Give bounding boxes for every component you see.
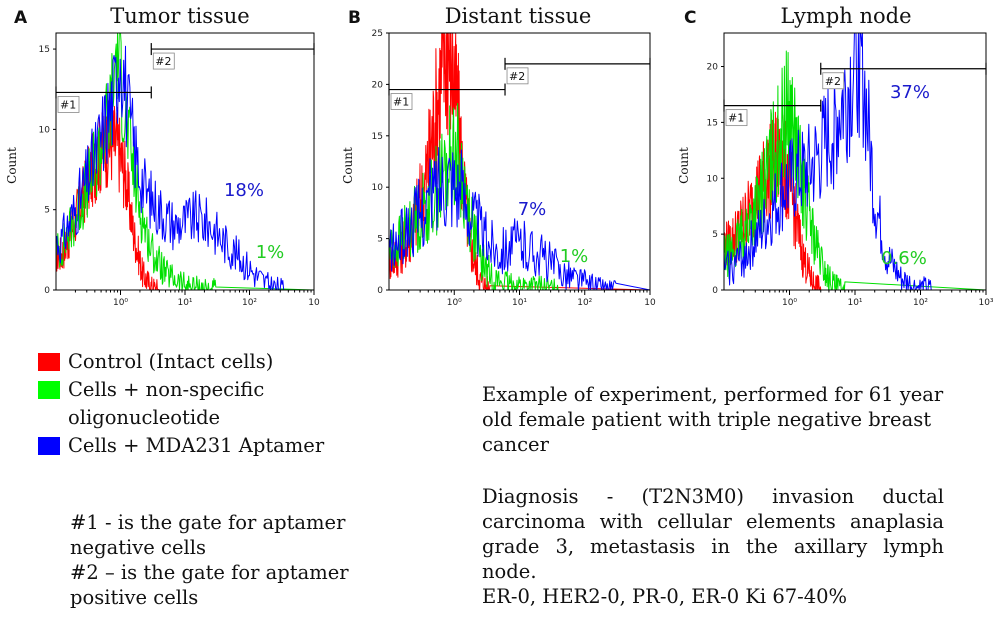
- legend-swatch-red: [38, 353, 60, 371]
- gate-label: #1: [728, 112, 744, 125]
- legend: Control (Intact cells) Cells + non-speci…: [38, 348, 368, 460]
- panel-title: Lymph node: [780, 4, 911, 28]
- gate-label-box: [152, 52, 175, 70]
- x-tick-label: 10²: [242, 298, 257, 308]
- x-tick-label: 10⁰: [113, 298, 128, 308]
- x-tick-label: 10²: [577, 298, 592, 308]
- x-tick-label: 10²: [913, 298, 928, 308]
- y-axis-label: Count: [341, 147, 355, 184]
- experiment-note: Example of experiment, performed for 61 …: [482, 383, 944, 456]
- y-tick-label: 0: [44, 286, 50, 296]
- legend-swatch-blue: [38, 437, 60, 455]
- histogram-lymph-node: C Lymph node Count 0 5 10 15 20 10⁰ 10¹ 10² 10³ #1 #2…: [677, 4, 994, 308]
- panel-letter: B: [348, 8, 361, 28]
- panel-title: Distant tissue: [445, 4, 592, 28]
- gate-label: #1: [393, 96, 409, 109]
- percent-annotation: 37%: [890, 82, 930, 103]
- percent-annotation: 0.6%: [881, 248, 927, 269]
- percent-annotation: 1%: [560, 246, 589, 267]
- x-tick-label: 10: [644, 298, 656, 308]
- gate-label: #2: [509, 70, 525, 83]
- percent-annotation: 18%: [224, 180, 264, 201]
- legend-label: Cells + MDA231 Aptamer: [68, 434, 325, 457]
- series-line: [55, 45, 314, 291]
- y-tick-label: 15: [39, 45, 50, 55]
- y-tick-label: 10: [372, 183, 384, 193]
- y-tick-label: 20: [707, 63, 719, 73]
- series-line: [388, 32, 651, 291]
- legend-label: Control (Intact cells): [68, 350, 274, 373]
- legend-label: Cells + non-specific oligonucleotide: [68, 378, 265, 429]
- legend-item-aptamer: Cells + MDA231 Aptamer: [38, 432, 368, 460]
- histogram-tumor-tissue: A Tumor tissue Count 0 5 10 15 10⁰ 10¹ 10² 10 #1 #2 1…: [5, 4, 320, 308]
- series-line: [388, 147, 651, 291]
- gate-label-box: [725, 109, 748, 127]
- gate-label-box: [57, 96, 80, 113]
- y-axis-label: Count: [5, 147, 19, 184]
- x-tick-label: 10¹: [512, 298, 527, 308]
- gate-label: #2: [825, 75, 841, 88]
- gate1-note: #1 - is the gate for aptamer negative ce…: [70, 511, 346, 559]
- y-tick-label: 15: [707, 118, 718, 128]
- y-tick-label: 0: [712, 286, 718, 296]
- y-tick-label: 10: [39, 125, 51, 135]
- panel-title: Tumor tissue: [110, 4, 249, 28]
- panel-c: C Lymph node Count 0 5 10 15 20 10⁰ 10¹ 10² 10³ #1 #2…: [672, 0, 996, 320]
- series-line: [723, 32, 986, 291]
- gate-label-box: [390, 93, 413, 110]
- panel-letter: A: [14, 8, 28, 28]
- x-tick-label: 10³: [978, 298, 993, 308]
- y-axis-label: Count: [677, 147, 691, 184]
- y-tick-label: 25: [372, 29, 383, 39]
- panel-letter: C: [684, 8, 696, 28]
- histogram-distant-tissue: B Distant tissue Count 0 5 10 15 20 25 10⁰ 10¹ 10² 1…: [341, 4, 656, 308]
- series-line: [388, 103, 650, 291]
- x-tick-label: 10: [308, 298, 320, 308]
- markers-text: ER-0, HER2-0, PR-0, ER-0 Ki 67-40%: [482, 585, 848, 608]
- legend-item-control: Control (Intact cells): [38, 348, 368, 376]
- panel-b: B Distant tissue Count 0 5 10 15 20 25 10⁰ 10¹ 10² 1…: [336, 0, 666, 320]
- y-tick-label: 5: [44, 206, 50, 216]
- gate-label-box: [822, 72, 845, 90]
- x-tick-label: 10¹: [177, 298, 192, 308]
- gate2-note: #2 – is the gate for aptamer positive ce…: [70, 561, 349, 609]
- y-tick-label: 0: [377, 286, 383, 296]
- x-tick-label: 10⁰: [447, 298, 462, 308]
- percent-annotation: 7%: [518, 199, 547, 220]
- y-tick-label: 15: [372, 132, 383, 142]
- series-line: [55, 32, 315, 291]
- legend-item-nonspecific: Cells + non-specific oligonucleotide: [38, 376, 368, 432]
- gate-label-box: [506, 67, 529, 85]
- gate-label: #1: [60, 98, 76, 111]
- x-tick-label: 10¹: [847, 298, 862, 308]
- gate-label: #2: [155, 55, 171, 68]
- diagnosis-text: Diagnosis - (T2N3M0) invasion ductal car…: [482, 485, 944, 583]
- y-tick-label: 5: [377, 235, 383, 245]
- y-tick-label: 20: [372, 80, 384, 90]
- legend-swatch-green: [38, 381, 60, 399]
- y-tick-label: 5: [712, 230, 718, 240]
- y-tick-label: 10: [707, 174, 719, 184]
- gate-notes: #1 - is the gate for aptamer negative ce…: [70, 510, 400, 610]
- percent-annotation: 1%: [256, 242, 285, 263]
- panel-a: A Tumor tissue Count 0 5 10 15 10⁰ 10¹ 10² 10 #1 #2 1…: [0, 0, 330, 320]
- x-tick-label: 10⁰: [782, 298, 797, 308]
- diagnosis-note: Diagnosis - (T2N3M0) invasion ductal car…: [482, 484, 944, 609]
